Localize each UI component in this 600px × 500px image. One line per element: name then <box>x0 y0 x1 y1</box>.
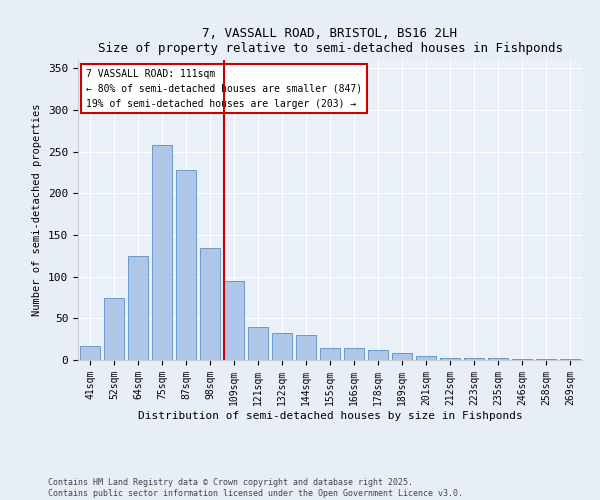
Bar <box>344 348 364 360</box>
Y-axis label: Number of semi-detached properties: Number of semi-detached properties <box>32 104 43 316</box>
Bar <box>200 248 220 360</box>
Bar <box>416 356 436 360</box>
Bar <box>440 358 460 360</box>
Bar <box>128 256 148 360</box>
Bar <box>464 358 484 360</box>
Bar <box>512 359 532 360</box>
Bar <box>488 358 508 360</box>
Bar <box>248 326 268 360</box>
Text: Contains HM Land Registry data © Crown copyright and database right 2025.
Contai: Contains HM Land Registry data © Crown c… <box>48 478 463 498</box>
Bar <box>368 350 388 360</box>
Bar <box>176 170 196 360</box>
Text: 7 VASSALL ROAD: 111sqm
← 80% of semi-detached houses are smaller (847)
19% of se: 7 VASSALL ROAD: 111sqm ← 80% of semi-det… <box>86 69 362 108</box>
Bar <box>80 346 100 360</box>
Bar <box>104 298 124 360</box>
Bar <box>224 281 244 360</box>
Bar <box>152 145 172 360</box>
Bar <box>392 354 412 360</box>
Bar <box>536 359 556 360</box>
Bar <box>272 334 292 360</box>
Bar <box>560 359 580 360</box>
Title: 7, VASSALL ROAD, BRISTOL, BS16 2LH
Size of property relative to semi-detached ho: 7, VASSALL ROAD, BRISTOL, BS16 2LH Size … <box>97 26 563 54</box>
Bar <box>296 335 316 360</box>
Bar <box>320 348 340 360</box>
X-axis label: Distribution of semi-detached houses by size in Fishponds: Distribution of semi-detached houses by … <box>137 410 523 420</box>
